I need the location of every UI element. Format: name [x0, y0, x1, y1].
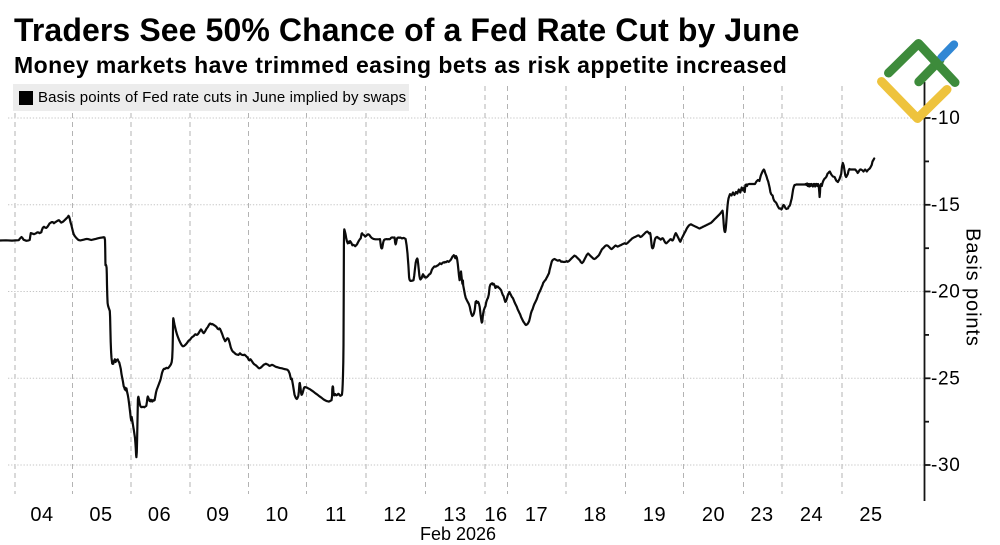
svg-text:-30: -30: [931, 455, 961, 476]
svg-text:Basis points: Basis points: [962, 228, 984, 347]
svg-text:13: 13: [443, 504, 466, 526]
svg-text:25: 25: [859, 504, 882, 526]
svg-text:-10: -10: [931, 108, 961, 129]
svg-text:-25: -25: [931, 369, 961, 390]
svg-text:19: 19: [643, 504, 666, 526]
svg-text:17: 17: [525, 504, 548, 526]
svg-text:11: 11: [325, 504, 347, 526]
svg-text:09: 09: [206, 504, 229, 526]
svg-text:12: 12: [383, 504, 406, 526]
svg-text:16: 16: [484, 504, 507, 526]
svg-text:Feb 2026: Feb 2026: [420, 524, 496, 544]
svg-text:06: 06: [148, 504, 171, 526]
svg-text:10: 10: [265, 504, 288, 526]
svg-text:05: 05: [89, 504, 112, 526]
svg-text:-20: -20: [931, 282, 961, 303]
svg-text:20: 20: [702, 504, 725, 526]
svg-text:24: 24: [800, 504, 823, 526]
svg-text:23: 23: [750, 504, 773, 526]
svg-text:04: 04: [30, 504, 53, 526]
svg-text:-15: -15: [931, 195, 961, 216]
svg-text:18: 18: [583, 504, 606, 526]
